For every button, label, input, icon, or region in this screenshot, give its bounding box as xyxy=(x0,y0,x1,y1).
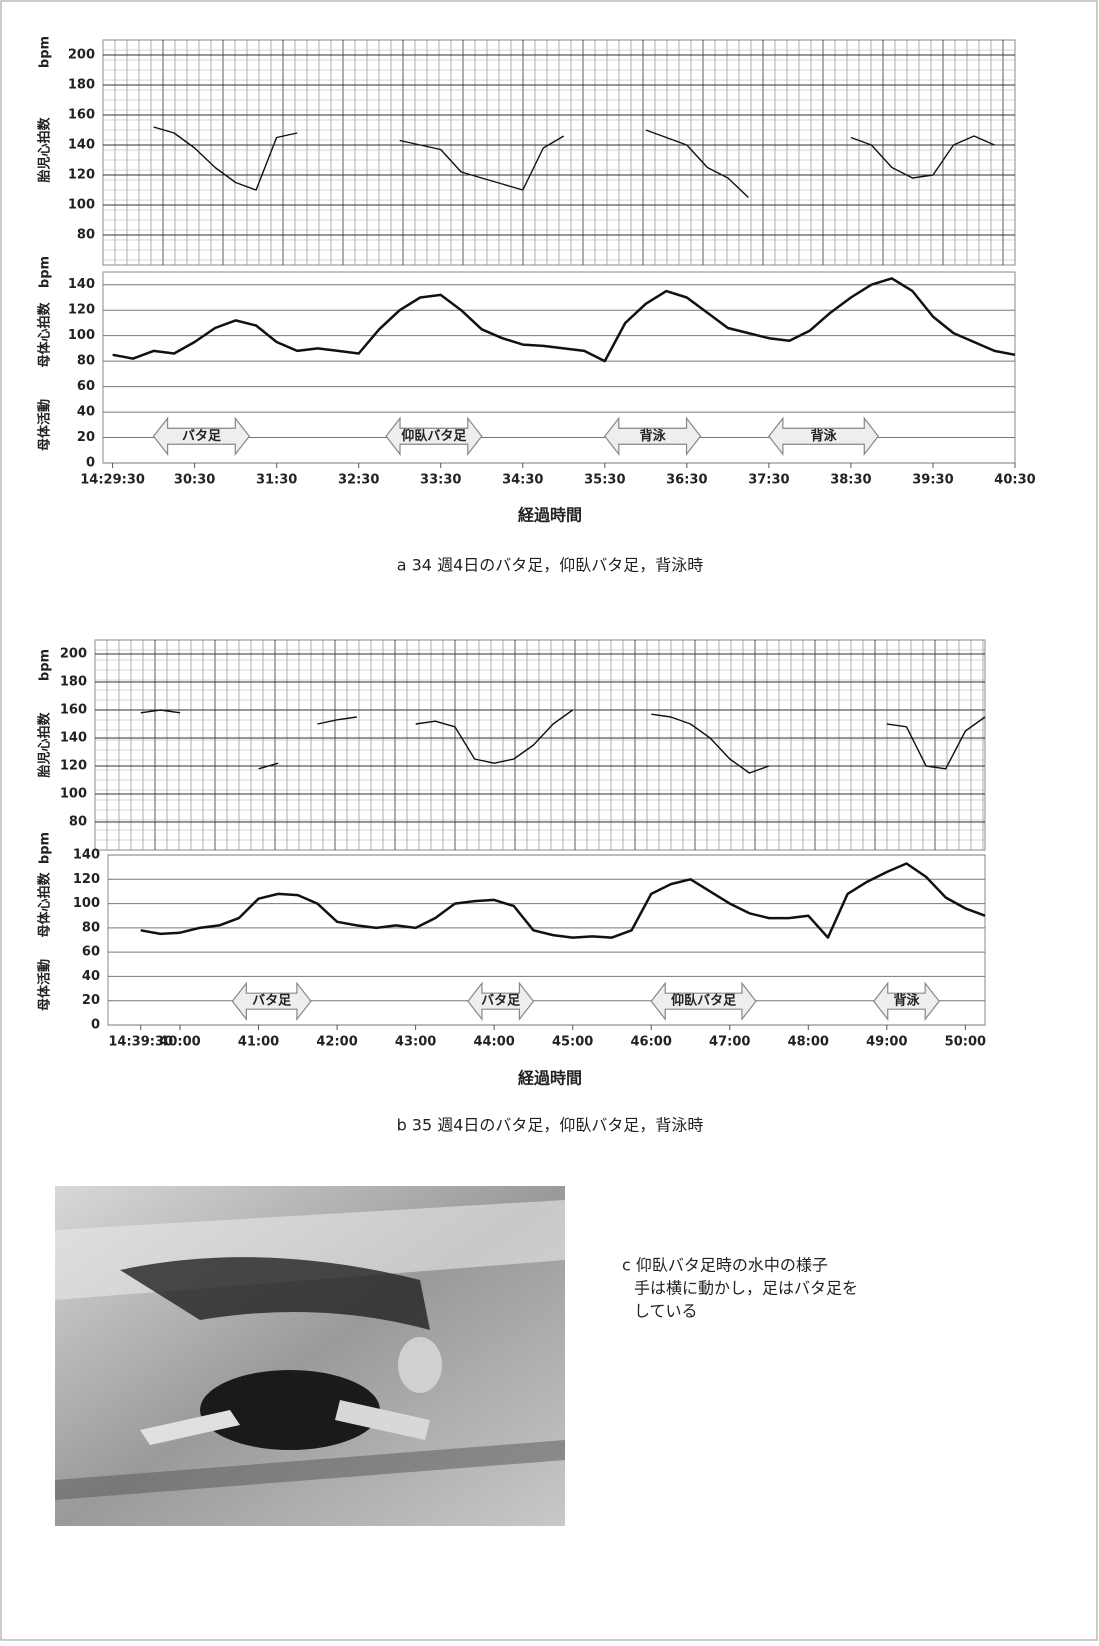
y-tick-label: 0 xyxy=(86,456,95,471)
photo-caption: c 仰臥バタ足時の水中の様子 xyxy=(622,1256,828,1275)
x-tick-label: 14:29:30 xyxy=(80,473,145,488)
photo-caption: している xyxy=(634,1302,698,1321)
activity-label: バタ足 xyxy=(481,994,521,1009)
data-line xyxy=(113,278,1015,361)
x-tick-label: 47:00 xyxy=(709,1035,750,1050)
y-tick-label: 60 xyxy=(77,379,95,394)
activity-axis-label: 母体活動 xyxy=(37,959,53,1011)
y-tick-label: 80 xyxy=(69,815,87,830)
activity-label: 仰臥バタ足 xyxy=(671,993,737,1009)
y-axis-label: 胎児心拍数 xyxy=(37,712,53,778)
x-tick-label: 36:30 xyxy=(666,473,707,488)
x-tick-label: 48:00 xyxy=(788,1035,829,1050)
y-axis-unit: bpm xyxy=(38,832,53,864)
y-tick-label: 140 xyxy=(60,731,87,746)
x-tick-label: 44:00 xyxy=(473,1035,514,1050)
y-tick-label: 160 xyxy=(60,703,87,718)
y-tick-label: 100 xyxy=(68,198,95,213)
plot-frame xyxy=(95,640,985,850)
y-tick-label: 100 xyxy=(73,896,100,911)
y-tick-label: 20 xyxy=(77,430,95,445)
y-tick-label: 160 xyxy=(68,108,95,123)
x-tick-label: 50:00 xyxy=(945,1035,986,1050)
y-tick-label: 140 xyxy=(68,138,95,153)
x-tick-label: 37:30 xyxy=(748,473,789,488)
x-axis-label: 経過時間 xyxy=(518,506,582,525)
y-tick-label: 180 xyxy=(60,675,87,690)
activity-label: 仰臥バタ足 xyxy=(401,428,467,444)
activity-label: バタ足 xyxy=(252,994,292,1009)
activity-axis-label: 母体活動 xyxy=(37,399,53,451)
y-tick-label: 120 xyxy=(73,872,100,887)
y-axis-unit: bpm xyxy=(38,36,53,68)
y-tick-label: 120 xyxy=(68,168,95,183)
y-tick-label: 80 xyxy=(77,228,95,243)
y-tick-label: 140 xyxy=(68,277,95,292)
data-line xyxy=(154,127,995,198)
caption: b 35 週4日のバタ足，仰臥バタ足，背泳時 xyxy=(397,1116,704,1135)
y-axis-unit: bpm xyxy=(38,256,53,288)
y-tick-label: 20 xyxy=(82,993,100,1008)
x-tick-label: 45:00 xyxy=(552,1035,593,1050)
caption: a 34 週4日のバタ足，仰臥バタ足，背泳時 xyxy=(397,556,704,575)
photo xyxy=(55,1186,565,1526)
x-tick-label: 39:30 xyxy=(912,473,953,488)
y-tick-label: 80 xyxy=(77,354,95,369)
x-tick-label: 33:30 xyxy=(420,473,461,488)
activity-label: 背泳 xyxy=(640,428,667,444)
y-tick-label: 200 xyxy=(60,647,87,662)
activity-label: 背泳 xyxy=(811,428,838,444)
x-tick-label: 42:00 xyxy=(316,1035,357,1050)
y-axis-unit: bpm xyxy=(38,649,53,681)
y-axis-label: 胎児心拍数 xyxy=(37,117,53,183)
y-axis-label: 母体心拍数 xyxy=(37,872,53,938)
y-tick-label: 120 xyxy=(60,759,87,774)
x-tick-label: 32:30 xyxy=(338,473,379,488)
x-axis-label: 経過時間 xyxy=(518,1069,582,1088)
x-tick-label: 40:00 xyxy=(159,1035,200,1050)
x-tick-label: 43:00 xyxy=(395,1035,436,1050)
y-tick-label: 40 xyxy=(82,969,100,984)
y-tick-label: 80 xyxy=(82,920,100,935)
y-tick-label: 100 xyxy=(68,328,95,343)
x-tick-label: 49:00 xyxy=(866,1035,907,1050)
y-tick-label: 200 xyxy=(68,48,95,63)
x-tick-label: 41:00 xyxy=(238,1035,279,1050)
x-tick-label: 38:30 xyxy=(830,473,871,488)
figure: a 34 週4日のバタ足，仰臥バタ足，背泳時 b 35 週4日のバタ足，仰臥バタ… xyxy=(0,0,1099,1642)
x-tick-label: 46:00 xyxy=(631,1035,672,1050)
x-tick-label: 40:30 xyxy=(994,473,1035,488)
y-tick-label: 60 xyxy=(82,945,100,960)
y-tick-label: 100 xyxy=(60,787,87,802)
y-tick-label: 140 xyxy=(73,848,100,863)
y-tick-label: 40 xyxy=(77,405,95,420)
x-tick-label: 35:30 xyxy=(584,473,625,488)
activity-label: バタ足 xyxy=(182,429,222,444)
y-tick-label: 180 xyxy=(68,78,95,93)
x-tick-label: 34:30 xyxy=(502,473,543,488)
y-tick-label: 120 xyxy=(68,303,95,318)
y-tick-label: 0 xyxy=(91,1018,100,1033)
activity-label: 背泳 xyxy=(893,993,920,1009)
y-axis-label: 母体心拍数 xyxy=(37,302,53,368)
x-tick-label: 31:30 xyxy=(256,473,297,488)
photo-caption: 手は横に動かし，足はバタ足を xyxy=(634,1279,858,1298)
data-line xyxy=(141,864,985,938)
x-tick-label: 30:30 xyxy=(174,473,215,488)
